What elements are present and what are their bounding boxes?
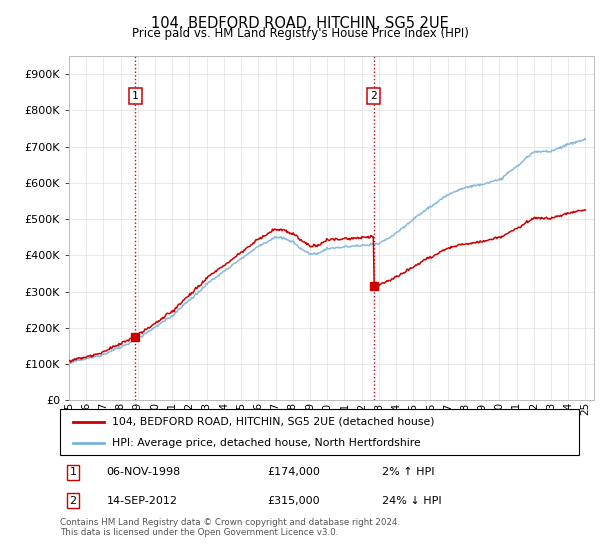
Text: 14-SEP-2012: 14-SEP-2012 [107,496,178,506]
Text: £174,000: £174,000 [268,468,320,477]
FancyBboxPatch shape [60,409,579,455]
Text: 1: 1 [70,468,76,477]
Text: 2: 2 [70,496,77,506]
Text: 24% ↓ HPI: 24% ↓ HPI [382,496,442,506]
Text: 2: 2 [370,91,377,101]
Text: HPI: Average price, detached house, North Hertfordshire: HPI: Average price, detached house, Nort… [112,438,421,448]
Text: 06-NOV-1998: 06-NOV-1998 [107,468,181,477]
Text: £315,000: £315,000 [268,496,320,506]
Text: 1: 1 [132,91,139,101]
Text: 104, BEDFORD ROAD, HITCHIN, SG5 2UE: 104, BEDFORD ROAD, HITCHIN, SG5 2UE [151,16,449,31]
Text: 104, BEDFORD ROAD, HITCHIN, SG5 2UE (detached house): 104, BEDFORD ROAD, HITCHIN, SG5 2UE (det… [112,417,434,427]
Text: Price paid vs. HM Land Registry's House Price Index (HPI): Price paid vs. HM Land Registry's House … [131,27,469,40]
Text: Contains HM Land Registry data © Crown copyright and database right 2024.
This d: Contains HM Land Registry data © Crown c… [60,518,400,538]
Text: 2% ↑ HPI: 2% ↑ HPI [382,468,434,477]
